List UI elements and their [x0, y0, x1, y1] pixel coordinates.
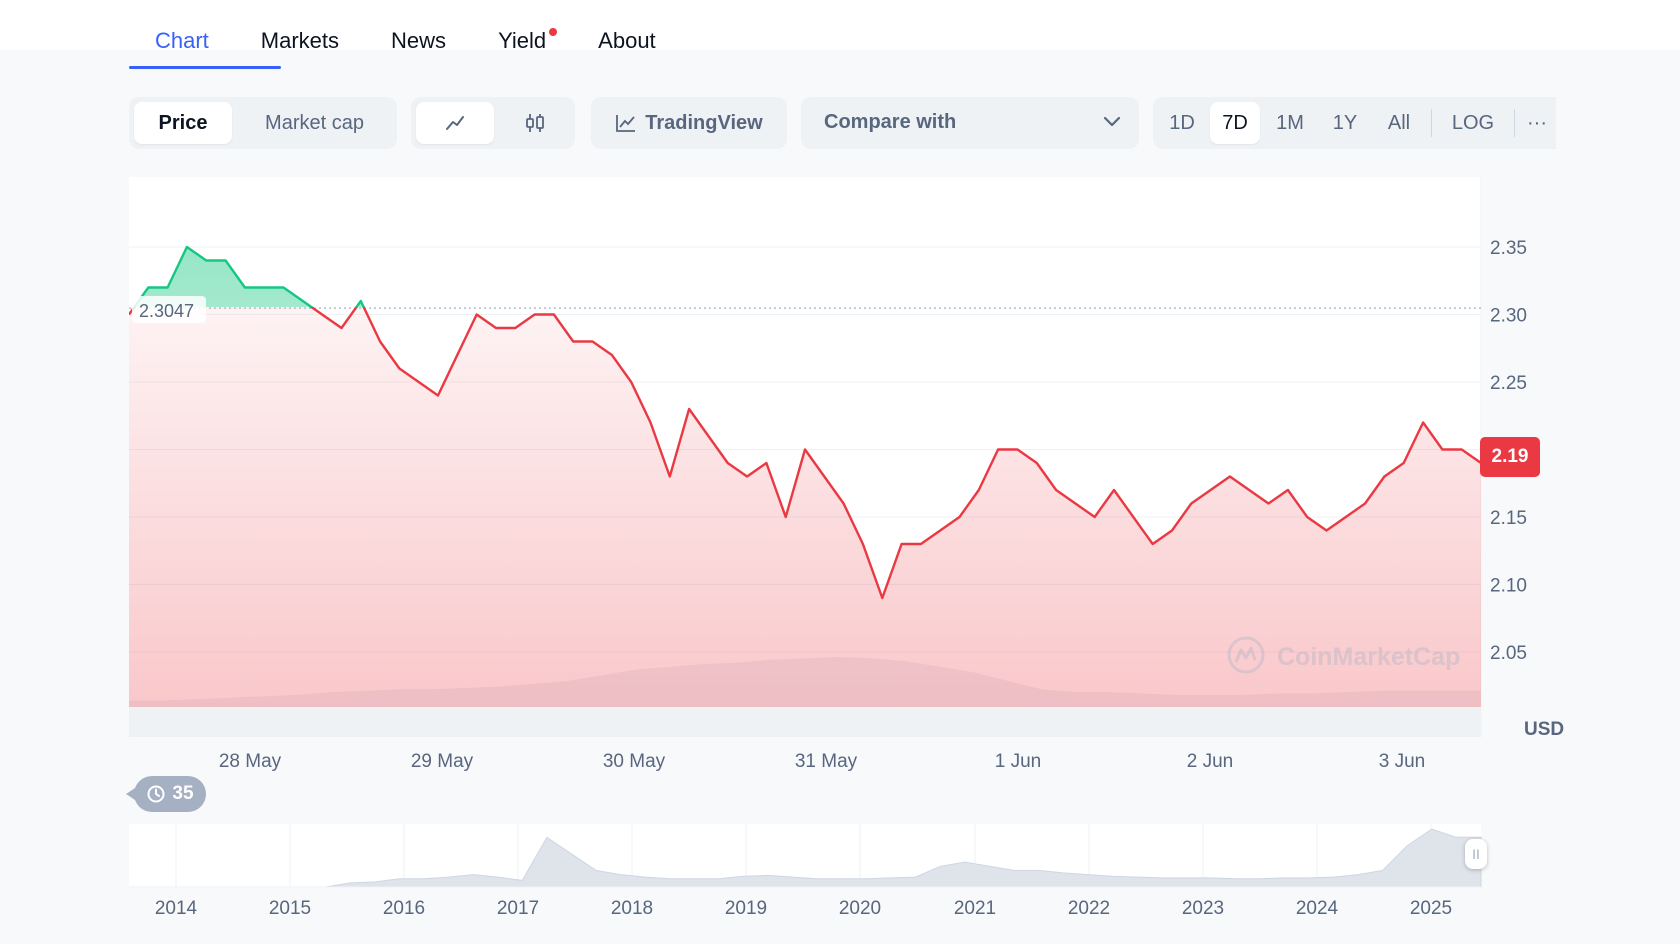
- compare-with-select[interactable]: Compare with: [801, 97, 1139, 149]
- log-scale-toggle[interactable]: LOG: [1451, 111, 1495, 134]
- compare-with-label: Compare with: [824, 111, 957, 133]
- history-count: 35: [172, 783, 194, 804]
- chart-style-toggle: [411, 97, 575, 149]
- current-price-badge: 2.19: [1480, 437, 1540, 477]
- candlestick-icon: [526, 114, 544, 132]
- chevron-down-icon: [1103, 116, 1121, 127]
- range-1d[interactable]: 1D: [1169, 111, 1195, 134]
- tab-markets[interactable]: Markets: [236, 22, 366, 72]
- tab-label: News: [391, 28, 447, 53]
- x-tick-label: 3 Jun: [1379, 751, 1425, 772]
- tab-about[interactable]: About: [573, 22, 683, 72]
- price-toggle[interactable]: Price: [134, 102, 232, 144]
- tab-label: Yield: [498, 28, 547, 53]
- watermark: CoinMarketCap: [1227, 636, 1460, 674]
- navigator-track: [129, 824, 1481, 887]
- navigator-year-label: 2014: [155, 898, 198, 919]
- tab-chart[interactable]: Chart: [130, 22, 236, 72]
- y-tick-label: 2.35: [1490, 238, 1527, 259]
- time-navigator[interactable]: 2014 2015 2016 2017 2018 2019 2020 2021 2022 2023…: [129, 824, 1482, 919]
- notification-dot: [549, 28, 558, 36]
- tab-news[interactable]: News: [366, 22, 473, 72]
- x-tick-label: 30 May: [603, 751, 666, 772]
- up-area-fill: [134, 247, 364, 307]
- navigator-series: [129, 828, 1482, 888]
- history-badge[interactable]: 35: [126, 776, 206, 812]
- navigator-year-label: 2019: [725, 898, 767, 919]
- toolbar-divider: [1514, 109, 1515, 137]
- navigator-year-label: 2018: [611, 898, 653, 919]
- active-tab-indicator: [129, 66, 281, 69]
- navigator-year-label: 2023: [1182, 898, 1224, 919]
- x-tick-label: 31 May: [795, 751, 858, 772]
- x-axis: 28 May 29 May 30 May 31 May 1 Jun 2 Jun 3 Jun: [219, 751, 1425, 772]
- top-nav: Chart Markets News Yield About: [130, 22, 683, 72]
- candlestick-button[interactable]: [499, 102, 571, 144]
- market-cap-toggle[interactable]: Market cap: [265, 111, 364, 134]
- history-icon: [147, 785, 165, 803]
- time-range-selector: 1D 7D 1M 1Y All LOG ···: [1153, 97, 1556, 149]
- price-line-down: [129, 307, 1481, 600]
- y-tick-label: 2.10: [1490, 576, 1527, 597]
- tab-label: About: [598, 28, 656, 53]
- x-tick-label: 28 May: [219, 751, 282, 772]
- reference-label: 2.3047: [132, 296, 206, 323]
- reference-price: 2.3047: [139, 301, 194, 321]
- x-tick-label: 29 May: [411, 751, 474, 772]
- tradingview-label: TradingView: [645, 111, 763, 134]
- tradingview-button[interactable]: TradingView: [591, 97, 787, 149]
- x-tick-label: 1 Jun: [995, 751, 1041, 772]
- navigator-handle[interactable]: II: [1465, 839, 1487, 869]
- tab-yield[interactable]: Yield: [473, 22, 573, 72]
- navigator-year-label: 2020: [839, 898, 881, 919]
- range-7d[interactable]: 7D: [1210, 102, 1260, 144]
- watermark-text: CoinMarketCap: [1277, 643, 1460, 671]
- down-area-fill: [129, 307, 1481, 707]
- y-tick-label: 2.15: [1490, 508, 1527, 529]
- y-tick-label: 2.25: [1490, 373, 1527, 394]
- tab-label: Markets: [260, 28, 340, 53]
- navigator-year-label: 2016: [383, 898, 425, 919]
- toolbar-divider: [1431, 109, 1432, 137]
- navigator-year-label: 2021: [954, 898, 996, 919]
- navigator-year-label: 2015: [269, 898, 311, 919]
- tradingview-icon: [616, 115, 636, 132]
- line-chart-button[interactable]: [416, 102, 494, 144]
- navigator-year-label: 2017: [497, 898, 539, 919]
- more-options-button[interactable]: ···: [1527, 111, 1547, 134]
- range-1y[interactable]: 1Y: [1332, 111, 1358, 134]
- range-1m[interactable]: 1M: [1276, 111, 1304, 134]
- y-tick-label: 2.05: [1490, 643, 1527, 664]
- currency-label: USD: [1524, 719, 1564, 740]
- navigator-year-label: 2024: [1296, 898, 1339, 919]
- line-chart-icon: [446, 116, 464, 130]
- price-line: [129, 245, 1481, 600]
- navigator-year-label: 2025: [1410, 898, 1452, 919]
- tab-label: Chart: [155, 28, 209, 53]
- x-tick-label: 2 Jun: [1187, 751, 1233, 772]
- navigator-year-label: 2022: [1068, 898, 1110, 919]
- range-all[interactable]: All: [1387, 111, 1411, 134]
- coinmarketcap-logo-icon: [1227, 636, 1265, 674]
- price-area-fill: [129, 247, 1481, 707]
- y-tick-label: 2.30: [1490, 306, 1527, 327]
- chart-type-toggle: Price Market cap: [129, 97, 397, 149]
